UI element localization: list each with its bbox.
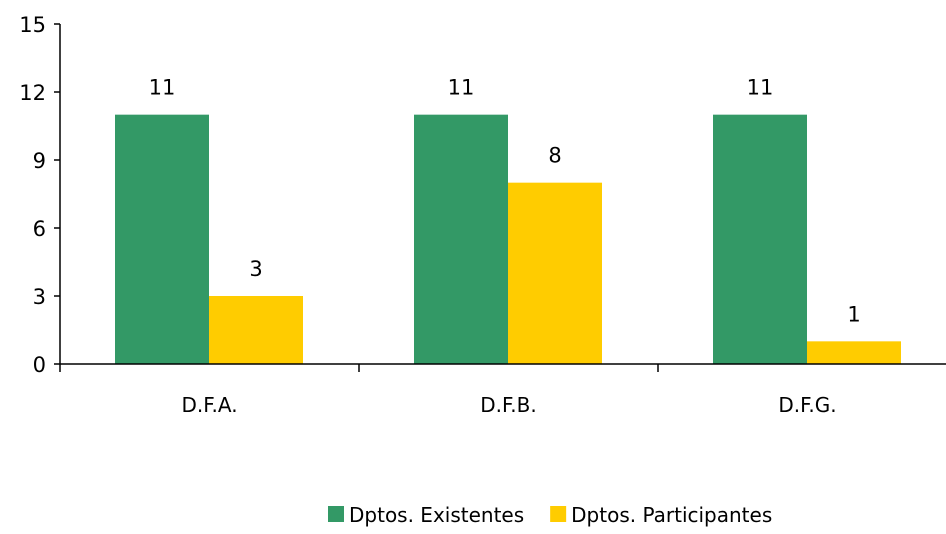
- x-tick-label: D.F.B.: [480, 393, 536, 417]
- data-label: 11: [747, 76, 774, 100]
- legend-swatch: [328, 506, 344, 522]
- data-label: 1: [847, 302, 860, 326]
- legend-label: Dptos. Existentes: [349, 503, 524, 527]
- data-label: 3: [249, 257, 262, 281]
- legend-swatch: [550, 506, 567, 522]
- y-tick-label: 6: [33, 217, 46, 241]
- y-tick-label: 12: [19, 81, 46, 105]
- y-tick-label: 9: [33, 149, 46, 173]
- bar: [807, 341, 901, 364]
- data-label: 11: [448, 76, 475, 100]
- legend-label: Dptos. Participantes: [571, 503, 772, 527]
- data-label: 8: [548, 144, 561, 168]
- data-labels: 11 11 11 3 8 1: [149, 76, 861, 327]
- bar: [508, 182, 602, 364]
- y-tick-label: 3: [33, 285, 46, 309]
- bar: [115, 114, 209, 365]
- bar: [209, 296, 303, 364]
- data-label: 11: [149, 76, 176, 100]
- y-axis-ticks: 0 3 6 9 12 15: [19, 13, 60, 377]
- y-tick-label: 0: [33, 353, 46, 377]
- bar: [414, 114, 508, 365]
- x-tick-label: D.F.G.: [778, 393, 836, 417]
- x-axis-ticks: D.F.A. D.F.B. D.F.G.: [59, 364, 837, 417]
- x-tick-label: D.F.A.: [181, 393, 237, 417]
- y-tick-label: 15: [19, 13, 46, 37]
- bar: [713, 114, 807, 365]
- legend: Dptos. Existentes Dptos. Participantes: [328, 503, 772, 527]
- bars: [115, 114, 901, 365]
